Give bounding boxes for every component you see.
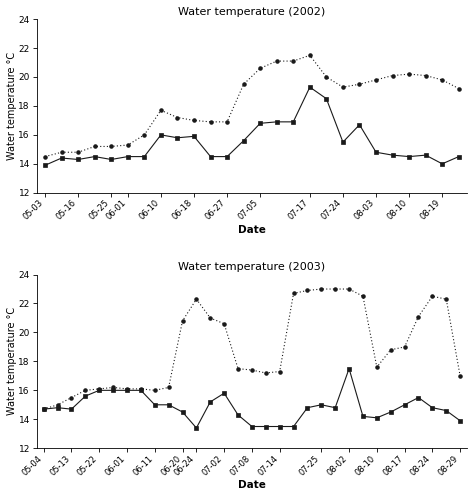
- X-axis label: Date: Date: [238, 480, 266, 490]
- X-axis label: Date: Date: [238, 225, 266, 235]
- Y-axis label: Water temperature °C: Water temperature °C: [7, 52, 17, 160]
- Title: Water temperature (2002): Water temperature (2002): [178, 7, 326, 17]
- Y-axis label: Water temperature °C: Water temperature °C: [7, 307, 17, 415]
- Title: Water temperature (2003): Water temperature (2003): [178, 262, 326, 272]
